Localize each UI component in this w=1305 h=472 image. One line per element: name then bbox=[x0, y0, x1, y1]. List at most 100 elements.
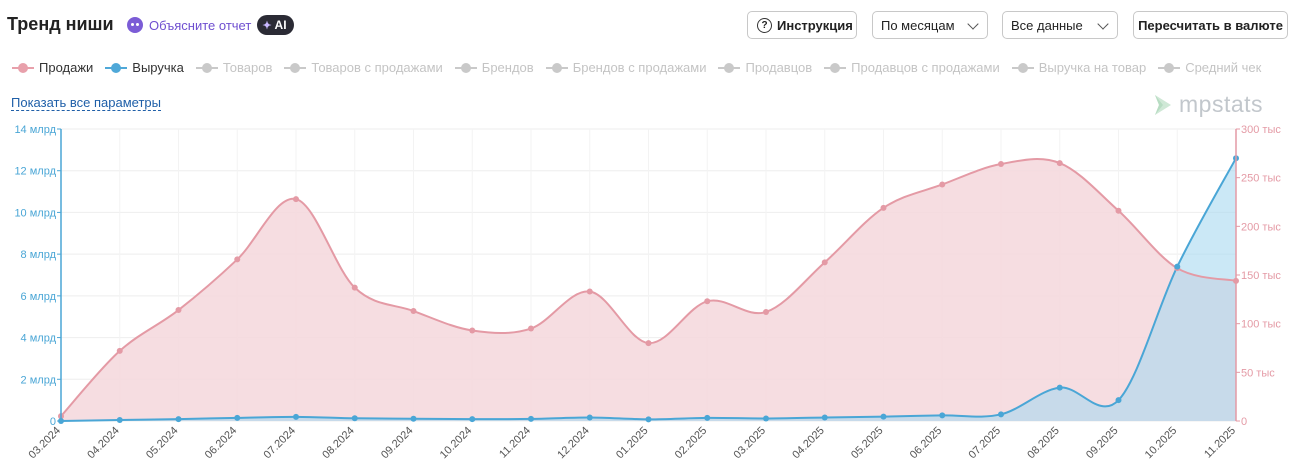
mpstats-logo-icon bbox=[1155, 94, 1171, 115]
chevron-down-icon bbox=[967, 18, 979, 30]
legend-item-products[interactable]: Товаров bbox=[195, 60, 273, 75]
x-tick-label: 11.2024 bbox=[497, 425, 533, 461]
revenue-point bbox=[880, 413, 887, 420]
revenue-point bbox=[469, 416, 476, 423]
sales-point bbox=[939, 181, 946, 188]
data-select[interactable]: Все данные bbox=[1002, 11, 1118, 39]
revenue-point bbox=[998, 411, 1004, 418]
sales-point bbox=[763, 308, 769, 315]
help-button[interactable]: ? Инструкция bbox=[747, 11, 857, 39]
x-tick-label: 05.2025 bbox=[849, 425, 886, 462]
x-tick-label: 01.2025 bbox=[614, 425, 651, 462]
legend-marker-icon bbox=[12, 62, 34, 73]
x-tick-label: 11.2025 bbox=[1202, 425, 1238, 461]
x-tick-label: 09.2024 bbox=[379, 425, 416, 462]
x-tick-label: 08.2025 bbox=[1025, 425, 1062, 462]
ai-badge: ✦ AI bbox=[257, 15, 294, 35]
currency-convert-button[interactable]: Пересчитать в валюте bbox=[1133, 11, 1288, 39]
revenue-point bbox=[1056, 384, 1063, 391]
chart-legend: Продажи Выручка Товаров Товаров с продаж… bbox=[12, 60, 1273, 75]
left-tick-label: 0 bbox=[50, 416, 56, 428]
revenue-point bbox=[645, 416, 652, 423]
left-tick-label: 14 млрд bbox=[14, 124, 56, 136]
robot-icon bbox=[127, 17, 143, 33]
sales-point bbox=[998, 161, 1004, 168]
revenue-point bbox=[704, 414, 711, 421]
legend-label: Товаров bbox=[222, 60, 273, 75]
revenue-point bbox=[528, 415, 534, 422]
revenue-point bbox=[234, 414, 241, 421]
sales-point bbox=[1115, 207, 1122, 214]
chevron-down-icon bbox=[1097, 18, 1109, 30]
x-tick-label: 04.2024 bbox=[85, 425, 122, 462]
sales-line bbox=[60, 158, 1237, 417]
currency-convert-label: Пересчитать в валюте bbox=[1138, 17, 1283, 33]
explain-report-button[interactable]: Объясните отчет ✦ AI bbox=[127, 15, 294, 35]
help-button-label: Инструкция bbox=[777, 17, 853, 33]
sparkle-icon: ✦ bbox=[262, 19, 272, 32]
legend-item-sellers-with-sales[interactable]: Продавцов с продажами bbox=[824, 60, 1000, 75]
legend-item-sales[interactable]: Продажи bbox=[12, 60, 93, 75]
legend-item-brands-with-sales[interactable]: Брендов с продажами bbox=[545, 60, 707, 75]
sales-point bbox=[821, 259, 828, 266]
x-tick-label: 07.2024 bbox=[262, 425, 299, 462]
left-tick-label: 6 млрд bbox=[21, 291, 57, 303]
legend-marker-icon bbox=[545, 62, 568, 73]
right-tick-label: 200 тыс bbox=[1241, 221, 1281, 233]
revenue-point bbox=[821, 414, 828, 421]
legend-label: Товаров с продажами bbox=[311, 60, 443, 75]
revenue-point bbox=[586, 414, 593, 421]
sales-point bbox=[528, 325, 534, 332]
legend-marker-icon bbox=[718, 62, 741, 73]
right-tick-label: 50 тыс bbox=[1241, 367, 1275, 379]
revenue-point bbox=[939, 412, 946, 419]
sales-point bbox=[234, 256, 241, 263]
x-tick-label: 06.2024 bbox=[203, 425, 240, 462]
sales-point bbox=[469, 327, 476, 334]
question-icon: ? bbox=[757, 17, 772, 33]
legend-label: Продавцов с продажами bbox=[851, 60, 1000, 75]
left-tick-label: 2 млрд bbox=[21, 374, 57, 386]
revenue-point bbox=[410, 415, 417, 422]
right-tick-label: 0 bbox=[1241, 416, 1247, 428]
legend-item-brands[interactable]: Брендов bbox=[454, 60, 534, 75]
legend-item-sellers[interactable]: Продавцов bbox=[718, 60, 812, 75]
legend-item-revenue[interactable]: Выручка bbox=[105, 60, 184, 75]
legend-item-products-with-sales[interactable]: Товаров с продажами bbox=[284, 60, 443, 75]
legend-marker-icon bbox=[454, 62, 477, 73]
explain-report-label: Объясните отчет bbox=[149, 17, 252, 33]
show-all-params-link[interactable]: Показать все параметры bbox=[11, 95, 161, 111]
ai-badge-label: AI bbox=[274, 18, 287, 32]
x-tick-label: 03.2024 bbox=[27, 425, 64, 462]
x-tick-label: 06.2025 bbox=[908, 425, 945, 462]
legend-marker-icon bbox=[284, 62, 307, 73]
x-tick-label: 10.2024 bbox=[438, 425, 475, 462]
right-tick-label: 300 тыс bbox=[1241, 124, 1281, 136]
legend-marker-icon bbox=[1011, 62, 1034, 73]
legend-label: Выручка bbox=[132, 60, 184, 75]
legend-label: Брендов с продажами bbox=[572, 60, 707, 75]
revenue-point bbox=[351, 415, 358, 422]
legend-item-average-check[interactable]: Средний чек bbox=[1158, 60, 1261, 75]
legend-marker-icon bbox=[824, 62, 847, 73]
sales-point bbox=[1056, 160, 1063, 167]
legend-label: Продажи bbox=[39, 60, 94, 75]
x-tick-label: 12.2024 bbox=[555, 425, 592, 462]
revenue-point bbox=[763, 415, 769, 422]
legend-label: Выручка на товар bbox=[1038, 60, 1147, 75]
legend-label: Средний чек bbox=[1185, 60, 1262, 75]
revenue-point bbox=[1115, 397, 1122, 404]
page-title: Тренд ниши bbox=[7, 14, 114, 34]
legend-item-revenue-per-product[interactable]: Выручка на товар bbox=[1011, 60, 1147, 75]
data-select-value: Все данные bbox=[1011, 17, 1083, 33]
sales-area bbox=[61, 159, 1236, 421]
sales-point bbox=[586, 288, 593, 295]
period-select-value: По месяцам bbox=[881, 17, 955, 33]
legend-label: Брендов bbox=[481, 60, 534, 75]
period-select[interactable]: По месяцам bbox=[872, 11, 988, 39]
sales-point bbox=[704, 298, 711, 305]
x-tick-label: 07.2025 bbox=[967, 425, 1004, 462]
legend-marker-icon bbox=[105, 62, 128, 73]
x-tick-label: 09.2025 bbox=[1084, 425, 1121, 462]
revenue-point bbox=[116, 416, 123, 423]
